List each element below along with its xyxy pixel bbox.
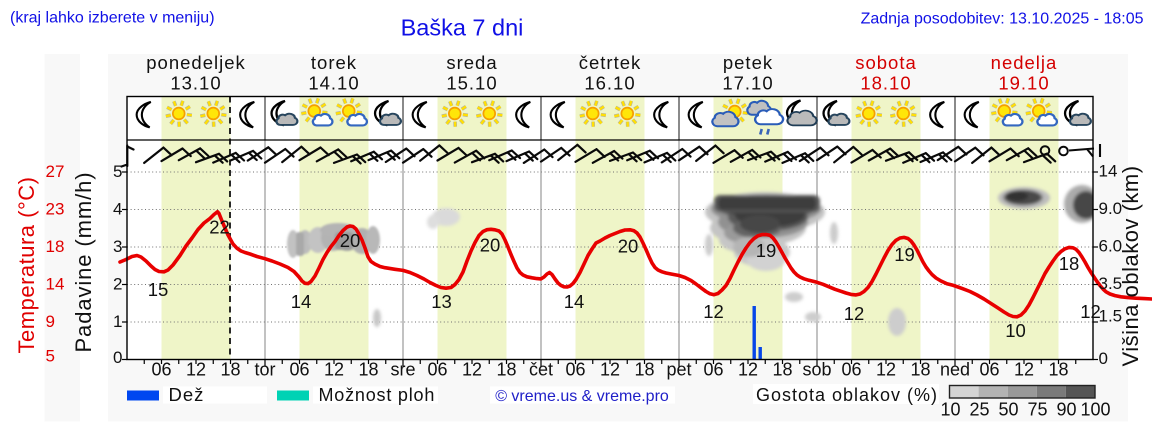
svg-text:tor: tor bbox=[254, 360, 275, 380]
svg-text:75: 75 bbox=[1027, 400, 1047, 420]
svg-text:12: 12 bbox=[1014, 360, 1034, 380]
svg-text:Višina oblakov (km): Višina oblakov (km) bbox=[1118, 165, 1143, 366]
svg-text:18: 18 bbox=[1059, 253, 1080, 274]
svg-text:14.10: 14.10 bbox=[308, 73, 359, 94]
svg-text:9.0: 9.0 bbox=[1099, 199, 1123, 218]
svg-text:Zadnja posodobitev: 13.10.2025: Zadnja posodobitev: 13.10.2025 - 18:05 bbox=[861, 11, 1144, 28]
svg-text:© vreme.us & vreme.pro: © vreme.us & vreme.pro bbox=[495, 388, 669, 405]
svg-text:nedelja: nedelja bbox=[991, 52, 1058, 73]
svg-text:9: 9 bbox=[46, 312, 55, 331]
svg-text:4: 4 bbox=[113, 200, 122, 219]
svg-text:50: 50 bbox=[998, 400, 1018, 420]
svg-text:14: 14 bbox=[564, 291, 585, 312]
svg-text:18: 18 bbox=[358, 360, 378, 380]
svg-text:14: 14 bbox=[1099, 162, 1118, 181]
svg-text:5: 5 bbox=[46, 347, 55, 366]
svg-text:Dež: Dež bbox=[169, 384, 205, 405]
svg-text:sre: sre bbox=[390, 360, 415, 380]
svg-text:12: 12 bbox=[462, 360, 482, 380]
svg-text:20: 20 bbox=[480, 235, 501, 256]
svg-text:06: 06 bbox=[289, 360, 309, 380]
svg-text:18: 18 bbox=[46, 237, 65, 256]
svg-text:18: 18 bbox=[220, 360, 240, 380]
svg-text:12: 12 bbox=[186, 360, 206, 380]
svg-text:Gostota oblakov (%): Gostota oblakov (%) bbox=[756, 385, 938, 405]
svg-text:5: 5 bbox=[113, 162, 122, 181]
svg-text:06: 06 bbox=[565, 360, 585, 380]
svg-text:(kraj lahko izberete v meniju): (kraj lahko izberete v meniju) bbox=[10, 10, 215, 27]
svg-text:25: 25 bbox=[969, 400, 989, 420]
svg-text:13: 13 bbox=[431, 291, 452, 312]
svg-text:20: 20 bbox=[340, 230, 361, 251]
svg-text:petek: petek bbox=[723, 52, 773, 73]
svg-text:ned: ned bbox=[940, 360, 970, 380]
svg-text:ponedeljek: ponedeljek bbox=[146, 52, 246, 73]
svg-text:sreda: sreda bbox=[446, 52, 497, 73]
svg-text:18: 18 bbox=[1048, 360, 1068, 380]
svg-text:20: 20 bbox=[618, 236, 639, 257]
svg-text:Baška 7 dni: Baška 7 dni bbox=[401, 15, 524, 41]
svg-text:14: 14 bbox=[291, 291, 312, 312]
svg-text:19.10: 19.10 bbox=[998, 73, 1049, 94]
svg-text:10: 10 bbox=[940, 400, 960, 420]
svg-text:1: 1 bbox=[113, 312, 122, 331]
svg-text:10: 10 bbox=[1005, 320, 1026, 341]
svg-text:Možnost ploh: Možnost ploh bbox=[319, 385, 436, 405]
svg-text:06: 06 bbox=[979, 360, 999, 380]
svg-text:3: 3 bbox=[113, 237, 122, 256]
svg-text:06: 06 bbox=[151, 360, 171, 380]
svg-text:18: 18 bbox=[496, 360, 516, 380]
svg-text:pet: pet bbox=[666, 360, 691, 380]
svg-text:06: 06 bbox=[703, 360, 723, 380]
svg-text:16.10: 16.10 bbox=[584, 73, 635, 94]
svg-text:torek: torek bbox=[311, 52, 357, 73]
svg-text:12: 12 bbox=[1080, 301, 1101, 322]
svg-text:17.10: 17.10 bbox=[722, 73, 773, 94]
svg-text:27: 27 bbox=[46, 162, 65, 181]
svg-text:90: 90 bbox=[1056, 400, 1076, 420]
svg-text:12: 12 bbox=[738, 360, 758, 380]
svg-text:Temperatura (°C): Temperatura (°C) bbox=[14, 177, 39, 354]
svg-text:3.5: 3.5 bbox=[1099, 274, 1123, 293]
svg-text:12: 12 bbox=[600, 360, 620, 380]
svg-text:12: 12 bbox=[844, 303, 865, 324]
svg-text:12: 12 bbox=[324, 360, 344, 380]
svg-text:13.10: 13.10 bbox=[170, 73, 221, 94]
svg-text:18.10: 18.10 bbox=[860, 73, 911, 94]
svg-text:15: 15 bbox=[148, 279, 169, 300]
svg-text:0: 0 bbox=[1099, 349, 1108, 368]
svg-text:06: 06 bbox=[841, 360, 861, 380]
svg-text:12: 12 bbox=[703, 301, 724, 322]
svg-text:15.10: 15.10 bbox=[446, 73, 497, 94]
svg-text:Padavine (mm/h): Padavine (mm/h) bbox=[71, 171, 96, 352]
svg-text:četrtek: četrtek bbox=[579, 52, 642, 73]
svg-text:2: 2 bbox=[113, 275, 122, 294]
svg-text:19: 19 bbox=[756, 240, 777, 261]
svg-text:06: 06 bbox=[427, 360, 447, 380]
svg-text:18: 18 bbox=[910, 360, 930, 380]
svg-text:23: 23 bbox=[46, 200, 65, 219]
svg-text:1.5: 1.5 bbox=[1099, 307, 1123, 326]
svg-text:18: 18 bbox=[634, 360, 654, 380]
svg-text:12: 12 bbox=[876, 360, 896, 380]
svg-text:sobota: sobota bbox=[855, 52, 917, 73]
svg-text:čet: čet bbox=[529, 360, 553, 380]
svg-text:sob: sob bbox=[802, 360, 831, 380]
svg-text:6.0: 6.0 bbox=[1099, 237, 1123, 256]
svg-text:22: 22 bbox=[209, 217, 230, 238]
svg-text:0: 0 bbox=[113, 348, 122, 367]
svg-text:100: 100 bbox=[1080, 400, 1110, 420]
svg-text:18: 18 bbox=[772, 360, 792, 380]
svg-text:19: 19 bbox=[894, 244, 915, 265]
svg-text:14: 14 bbox=[46, 275, 65, 294]
